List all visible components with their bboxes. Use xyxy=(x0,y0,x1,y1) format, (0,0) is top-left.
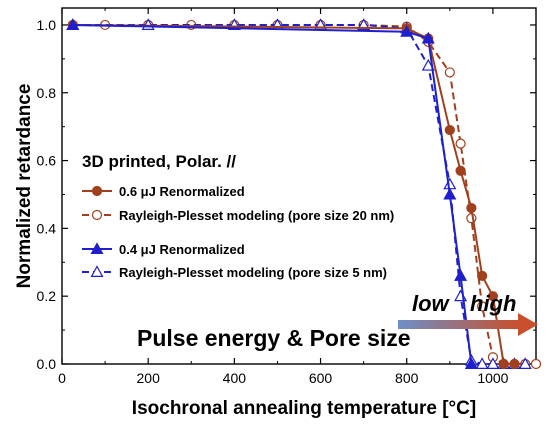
low-high-arrow-head xyxy=(518,313,538,336)
data-point xyxy=(444,67,455,78)
high-label: high xyxy=(470,291,516,316)
legend-entry-1: 0.6 μJ Renormalized xyxy=(82,184,245,199)
y-tick-label: 0.4 xyxy=(37,220,57,236)
data-point xyxy=(464,357,478,369)
data-point xyxy=(443,187,457,200)
legend-entry-4: Rayleigh-Plesset modeling (pore size 5 n… xyxy=(82,265,387,280)
data-point xyxy=(530,358,542,370)
legend: 0.6 μJ Renormalized Rayleigh-Plesset mode… xyxy=(82,184,394,280)
y-axis-label: Normalized retardance xyxy=(14,84,35,289)
data-point xyxy=(400,24,414,37)
legend-label: 0.4 μJ Renormalized xyxy=(119,242,245,257)
annotations: 3D printed, Polar. // low high Pulse ene… xyxy=(82,152,538,351)
low-high-arrow-bar xyxy=(398,320,518,329)
axes: 0 200 400 600 800 1000 0.0 0.2 0.4 0.6 0.8 1.0 Isoch… xyxy=(14,7,537,419)
data-point xyxy=(454,269,468,281)
x-tick-label: 0 xyxy=(58,370,66,386)
legend-marker xyxy=(90,265,104,277)
x-tick-label: 800 xyxy=(395,370,419,386)
pulse-pore-label: Pulse energy & Pore size xyxy=(137,325,411,351)
y-tick-label: 0.8 xyxy=(37,85,57,101)
data-point xyxy=(455,138,466,149)
low-label: low xyxy=(412,291,451,316)
x-axis-label: Isochronal annealing temperature [°C] xyxy=(132,398,476,419)
data-point xyxy=(477,270,488,281)
data-point xyxy=(486,357,500,369)
data-point xyxy=(455,165,466,176)
legend-label: Rayleigh-Plesset modeling (pore size 5 n… xyxy=(119,265,387,280)
series-3 xyxy=(66,18,478,369)
data-point xyxy=(466,213,477,224)
data-point xyxy=(518,357,532,369)
y-tick-label: 0.2 xyxy=(37,288,57,304)
legend-marker xyxy=(90,242,104,254)
x-tick-label: 600 xyxy=(309,370,333,386)
legend-marker xyxy=(91,185,103,197)
legend-entry-2: Rayleigh-Plesset modeling (pore size 20 … xyxy=(82,208,394,223)
condition-label: 3D printed, Polar. // xyxy=(82,152,236,171)
data-point xyxy=(66,18,80,30)
x-tick-label: 200 xyxy=(137,370,161,386)
data-point xyxy=(477,301,488,312)
data-point xyxy=(466,202,477,214)
data-point xyxy=(357,18,371,30)
data-point xyxy=(454,289,468,302)
data-point xyxy=(509,358,520,370)
data-point xyxy=(487,291,499,302)
x-tick-label: 1000 xyxy=(477,370,508,386)
legend-marker xyxy=(91,209,103,221)
y-tick-label: 0.0 xyxy=(37,356,57,372)
data-point xyxy=(475,357,489,369)
series-1 xyxy=(67,19,520,370)
legend-entry-3: 0.4 μJ Renormalized xyxy=(82,242,245,257)
legend-label: Rayleigh-Plesset modeling (pore size 20 … xyxy=(119,208,394,223)
series-line xyxy=(72,23,473,365)
y-tick-label: 1.0 xyxy=(37,17,57,33)
data-point xyxy=(444,124,455,136)
data-point xyxy=(498,358,509,370)
series-line xyxy=(72,23,515,365)
legend-label: 0.6 μJ Renormalized xyxy=(119,184,245,199)
plot-frame xyxy=(61,7,537,365)
series-layer xyxy=(66,18,542,370)
x-tick-label: 400 xyxy=(223,370,247,386)
data-point xyxy=(421,31,435,44)
y-tick-label: 0.6 xyxy=(37,153,57,169)
